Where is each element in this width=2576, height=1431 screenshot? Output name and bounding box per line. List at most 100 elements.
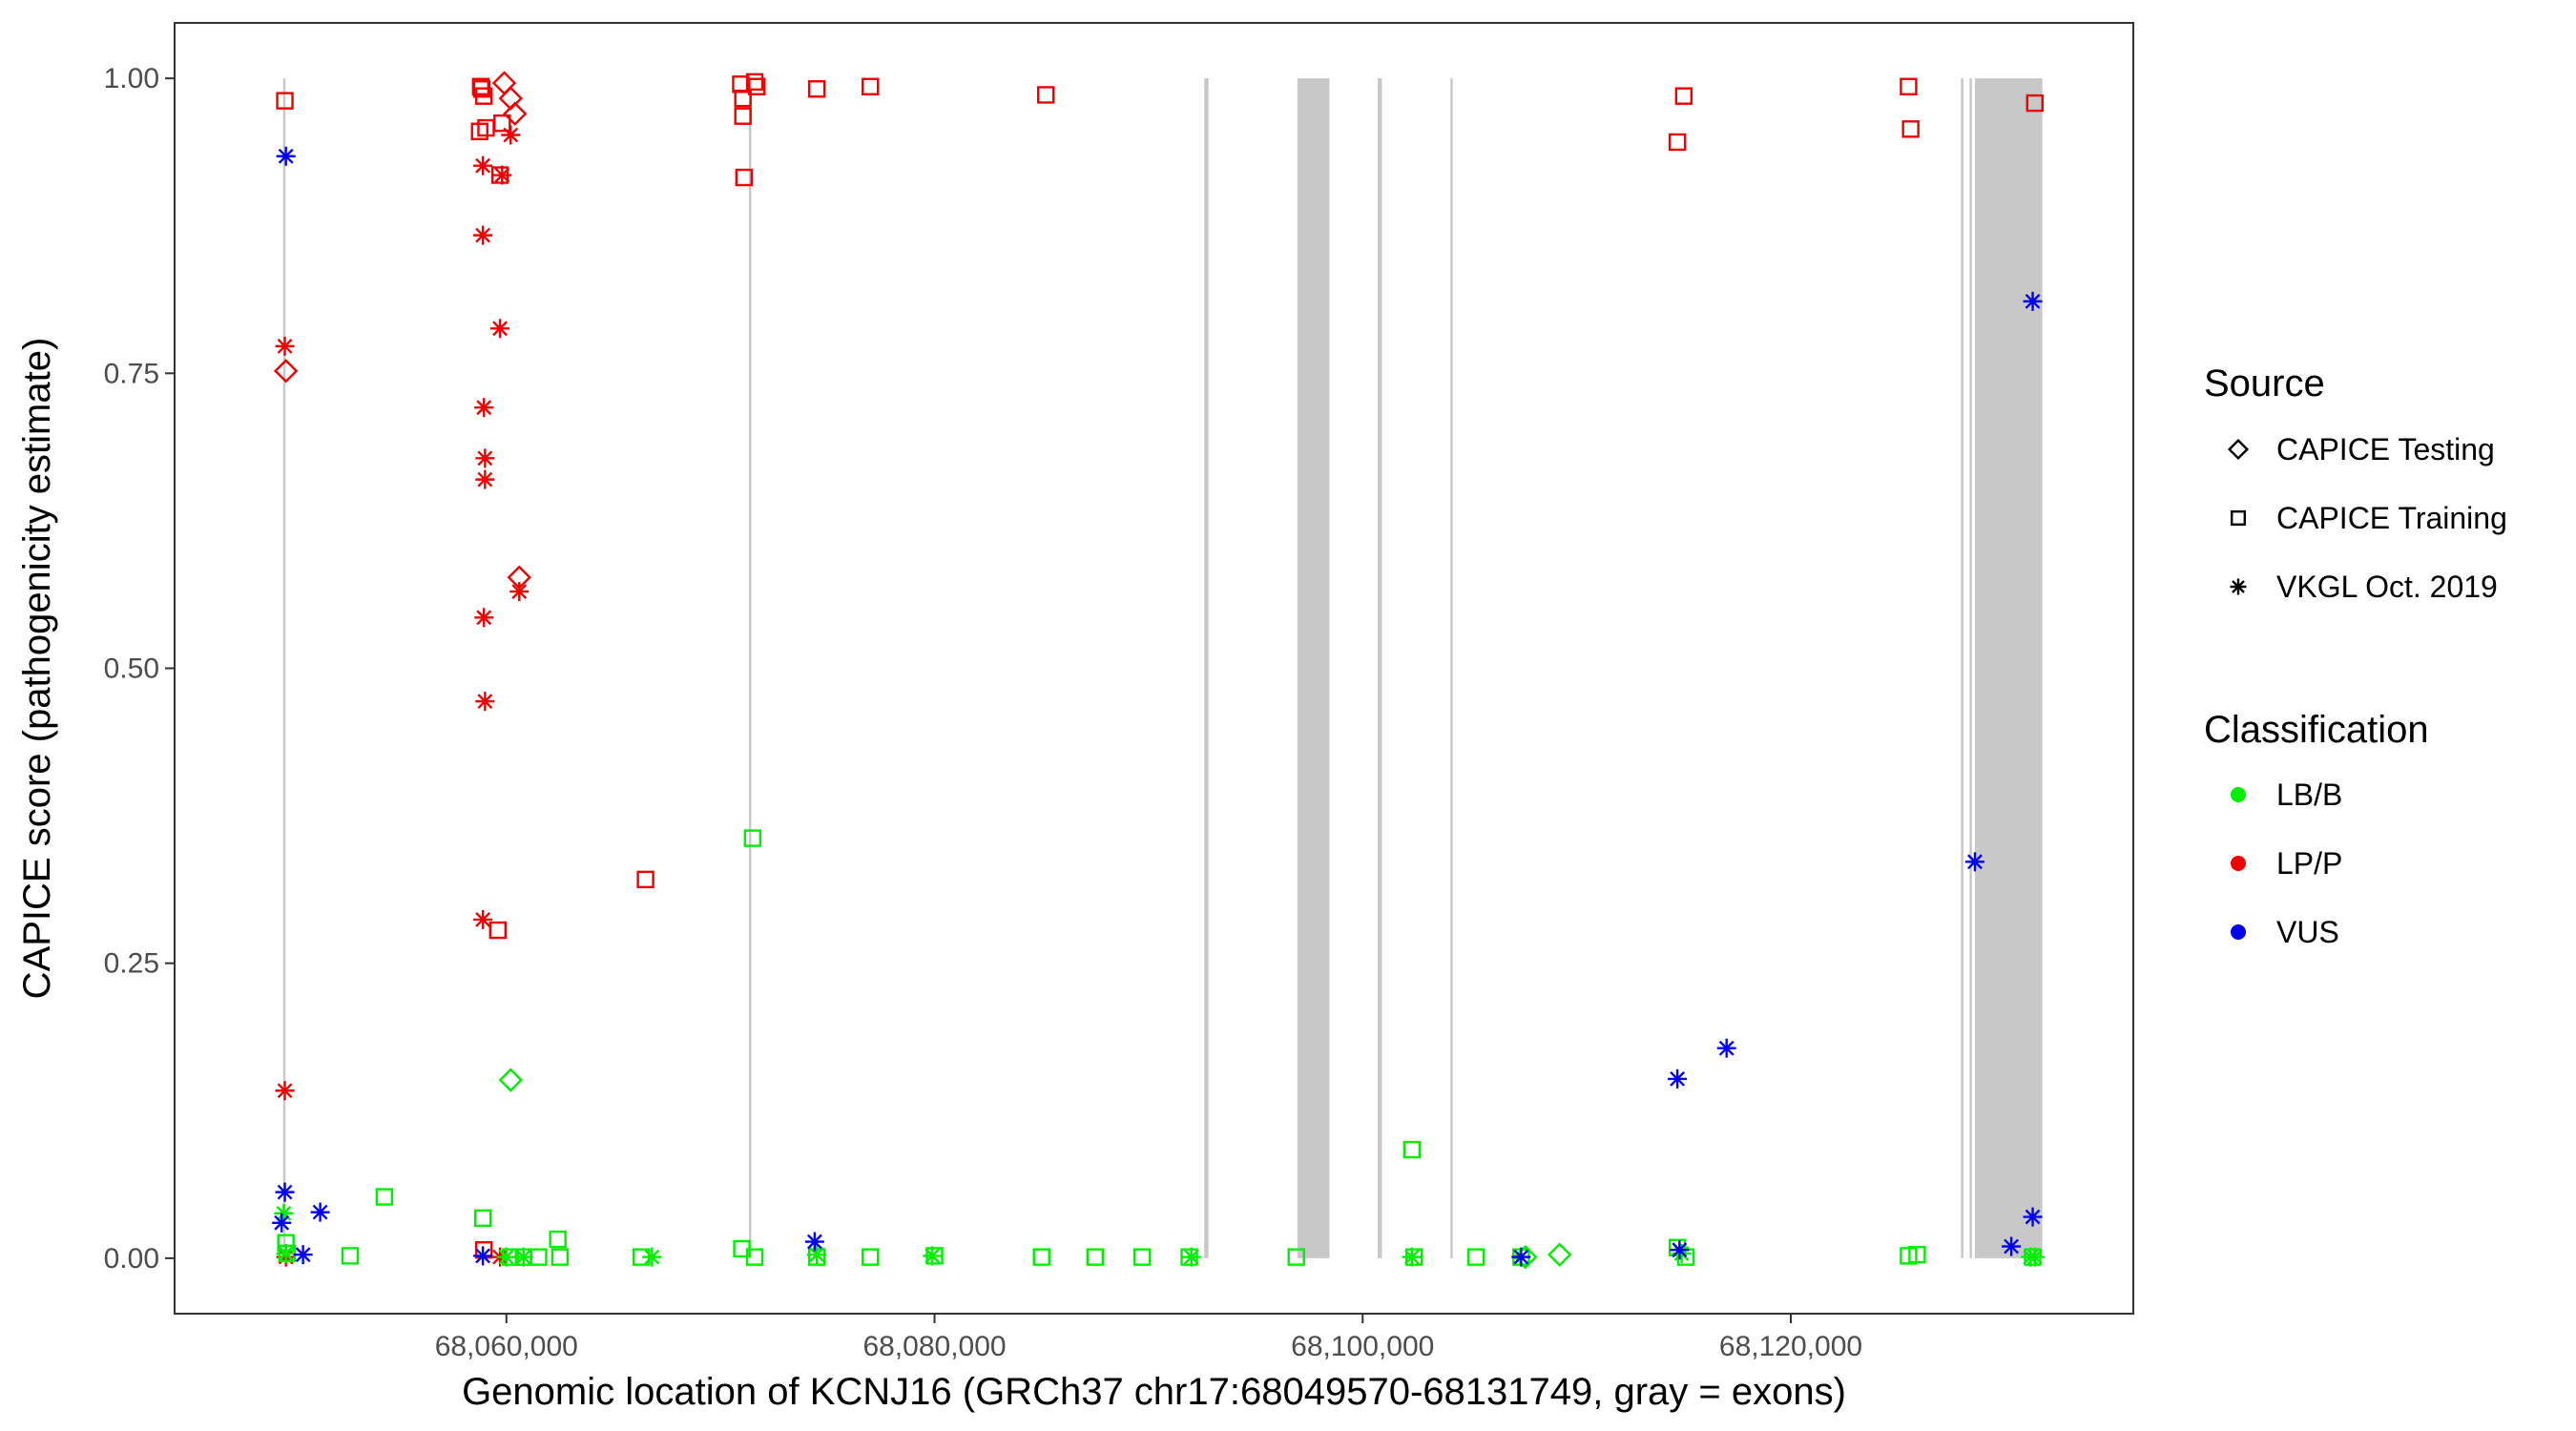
y-tick-label: 0.75 bbox=[104, 358, 159, 389]
data-point-vkgl-vus bbox=[1668, 1068, 1688, 1089]
data-point-training-lbb bbox=[862, 1248, 880, 1266]
exon-band-4 bbox=[1297, 78, 1330, 1258]
data-point-vkgl-lbb bbox=[1181, 1247, 1201, 1267]
exon-band-9 bbox=[1974, 78, 2043, 1258]
x-axis-title: Genomic location of KCNJ16 (GRCh37 chr17… bbox=[462, 1371, 1846, 1413]
legend-key-testing bbox=[2227, 438, 2250, 461]
data-point-testing-lbb bbox=[1547, 1242, 1572, 1267]
exon-band-7 bbox=[1961, 78, 1963, 1258]
legend-key-vus bbox=[2231, 924, 2246, 940]
data-point-training-lbb bbox=[1132, 1248, 1152, 1266]
data-point-training-lpp bbox=[734, 107, 752, 125]
data-point-training-lbb bbox=[745, 1248, 764, 1266]
data-point-vkgl-vus bbox=[1670, 1240, 1690, 1260]
data-point-vkgl-lbb bbox=[1402, 1247, 1422, 1267]
data-point-vkgl-lbb bbox=[496, 1247, 516, 1267]
data-point-training-lpp bbox=[276, 92, 294, 110]
data-point-vkgl-vus bbox=[2002, 1236, 2022, 1256]
data-point-training-lpp bbox=[734, 89, 752, 108]
data-point-vkgl-vus bbox=[1964, 852, 1984, 872]
data-point-training-lpp bbox=[1900, 77, 1918, 95]
data-point-vkgl-lpp bbox=[501, 125, 521, 145]
y-tick-label: 0.25 bbox=[104, 948, 159, 980]
data-point-training-lpp bbox=[1668, 133, 1687, 152]
y-tick-label: 0.50 bbox=[104, 653, 159, 685]
data-point-vkgl-lbb bbox=[2025, 1247, 2045, 1267]
data-point-training-lpp bbox=[735, 168, 754, 187]
data-point-vkgl-vus bbox=[310, 1202, 330, 1222]
exon-band-5 bbox=[1377, 78, 1382, 1258]
axes: 0.00 0.25 0.50 0.75 1.00 68,060,000 68,080,000… bbox=[104, 63, 1862, 1362]
data-point-training-lpp bbox=[1901, 120, 1920, 138]
legend-title-classification: Classification bbox=[2204, 709, 2429, 751]
data-point-vkgl-lpp bbox=[275, 336, 295, 356]
legend-key-training bbox=[2230, 510, 2246, 527]
exon-bands bbox=[282, 78, 2043, 1258]
data-point-testing-lbb bbox=[498, 1068, 523, 1092]
data-point-training-lpp bbox=[748, 77, 766, 95]
legend-title-source: Source bbox=[2204, 363, 2325, 404]
data-point-training-lpp bbox=[475, 87, 493, 105]
y-tick-label: 0.00 bbox=[104, 1243, 159, 1275]
data-points bbox=[272, 71, 2045, 1270]
data-point-vkgl-vus bbox=[2023, 291, 2043, 311]
exon-band-8 bbox=[1969, 78, 1972, 1258]
data-point-vkgl-lpp bbox=[475, 469, 495, 489]
exon-band-2 bbox=[748, 78, 752, 1258]
data-point-vkgl-lbb bbox=[923, 1246, 943, 1266]
x-tick-label: 68,060,000 bbox=[435, 1331, 578, 1362]
data-point-training-lpp bbox=[477, 118, 495, 137]
data-point-training-lbb bbox=[473, 1209, 492, 1228]
data-point-training-lpp bbox=[862, 77, 880, 95]
legend-key-vkgl bbox=[2230, 578, 2247, 595]
data-point-training-lpp bbox=[2025, 93, 2044, 113]
data-point-vkgl-lbb bbox=[807, 1245, 827, 1265]
data-point-training-lpp bbox=[1036, 86, 1055, 104]
data-point-training-lbb bbox=[530, 1248, 548, 1266]
data-point-vkgl-vus bbox=[1716, 1038, 1736, 1058]
data-point-training-lbb bbox=[551, 1248, 570, 1266]
legend-label-vkgl: VKGL Oct. 2019 bbox=[2276, 570, 2498, 604]
legend-key-lbb bbox=[2231, 787, 2246, 802]
data-point-training-lpp bbox=[636, 870, 654, 889]
data-point-training-lbb bbox=[341, 1247, 360, 1265]
data-point-training-lpp bbox=[488, 921, 508, 940]
data-point-vkgl-vus bbox=[1511, 1247, 1531, 1267]
data-point-vkgl-lpp bbox=[490, 319, 510, 339]
exon-band-1 bbox=[282, 78, 286, 1258]
legend: Source CAPICE Testing CAPICE Training VKGL … bbox=[2204, 363, 2507, 949]
exon-band-3 bbox=[1204, 78, 1209, 1258]
data-point-training-lbb bbox=[549, 1230, 567, 1249]
data-point-vkgl-lbb bbox=[276, 1243, 296, 1263]
data-point-training-lpp bbox=[470, 122, 488, 140]
data-point-vkgl-lbb bbox=[513, 1247, 533, 1267]
data-point-training-lbb bbox=[1466, 1248, 1485, 1266]
legend-label-lpp: LP/P bbox=[2276, 846, 2342, 881]
data-point-vkgl-lpp bbox=[473, 156, 493, 176]
data-point-vkgl-lpp bbox=[275, 1081, 295, 1101]
x-tick-label: 68,080,000 bbox=[862, 1331, 1006, 1362]
data-point-vkgl-vus bbox=[2023, 1207, 2043, 1227]
data-point-vkgl-lpp bbox=[473, 225, 493, 245]
data-point-vkgl-lpp bbox=[509, 582, 530, 602]
data-point-training-lpp bbox=[807, 80, 826, 98]
data-point-training-lpp bbox=[493, 114, 511, 133]
data-point-training-lbb bbox=[1086, 1248, 1104, 1266]
data-point-testing-lpp bbox=[273, 359, 299, 384]
data-point-training-lpp bbox=[745, 73, 764, 92]
data-point-vkgl-vus bbox=[272, 1213, 292, 1233]
data-point-training-lbb bbox=[1287, 1248, 1305, 1266]
data-point-vkgl-vus bbox=[276, 146, 296, 166]
data-point-vkgl-lpp bbox=[474, 398, 494, 418]
x-tick-label: 68,100,000 bbox=[1291, 1331, 1434, 1362]
data-point-training-lpp bbox=[1674, 87, 1693, 105]
data-point-vkgl-lpp bbox=[473, 909, 493, 929]
y-tick-label: 1.00 bbox=[104, 63, 159, 94]
legend-label-lbb: LB/B bbox=[2276, 778, 2342, 812]
data-point-vkgl-lpp bbox=[492, 165, 512, 185]
data-point-vkgl-lpp bbox=[475, 448, 495, 468]
data-point-vkgl-vus bbox=[275, 1182, 295, 1202]
legend-key-lpp bbox=[2231, 856, 2246, 871]
data-point-testing-lpp bbox=[503, 101, 528, 126]
